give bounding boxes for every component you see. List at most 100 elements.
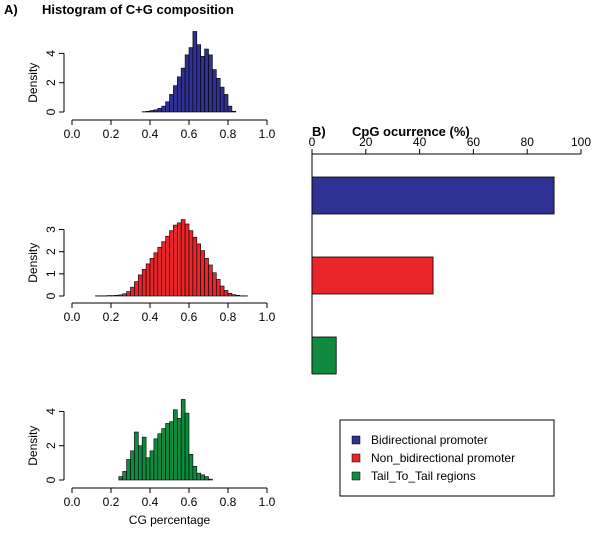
y-tick-label: 3 <box>44 226 58 233</box>
y-axis-label: Density <box>26 426 40 466</box>
legend-swatch <box>352 472 360 480</box>
histogram-bar <box>173 86 177 112</box>
histogram-bar <box>181 399 185 480</box>
histogram-bar <box>170 231 174 296</box>
histogram-tail-to-tail: 0.0 0.2 0.4 0.6 0.8 1.0 0 2 4 Density CG percentag… <box>26 399 276 527</box>
histogram-bar <box>142 269 146 296</box>
x-tick-label: 80 <box>521 135 535 149</box>
cpg-bar <box>312 337 336 374</box>
y-tick-label: 0 <box>44 292 58 299</box>
histogram-bar <box>166 102 170 112</box>
y-tick-label: 4 <box>44 50 58 57</box>
histogram-bar <box>119 295 123 296</box>
histogram-bar <box>170 422 174 480</box>
histogram-bar <box>166 423 170 480</box>
histogram-bar <box>150 258 154 296</box>
x-axis-label: CG percentage <box>129 513 211 527</box>
histogram-bar <box>138 446 142 480</box>
histogram-bar <box>232 111 236 112</box>
histogram-bar <box>185 413 189 480</box>
histogram-bar <box>162 106 166 112</box>
y-axis-label: Density <box>26 243 40 283</box>
x-tick-label: 100 <box>571 135 591 149</box>
cpg-bar <box>312 257 433 294</box>
histogram-bar <box>127 459 131 480</box>
y-tick-label: 2 <box>44 442 58 449</box>
y-tick-label: 0 <box>44 108 58 115</box>
histogram-bar <box>205 258 209 296</box>
x-tick-label: 1.0 <box>259 495 276 509</box>
histogram-bar <box>146 111 150 112</box>
histogram-bar <box>173 410 177 480</box>
histogram-bar <box>216 78 220 112</box>
panel-a-label: A) <box>4 2 18 17</box>
histogram-bar <box>201 56 205 112</box>
histogram-bar <box>162 242 166 296</box>
histogram-bar <box>220 286 224 296</box>
histogram-bar <box>236 295 240 296</box>
y-tick-label: 4 <box>44 408 58 415</box>
x-tick-label: 0.4 <box>142 495 159 509</box>
x-tick-label: 0.0 <box>64 127 81 141</box>
histogram-bar <box>228 106 232 112</box>
histogram-bar <box>201 475 205 480</box>
histogram-bar <box>232 295 236 296</box>
histogram-bar <box>146 264 150 296</box>
x-tick-label: 0.6 <box>181 495 198 509</box>
histogram-bar <box>150 451 154 480</box>
histogram-bar <box>131 287 135 296</box>
x-tick-label: 0.4 <box>142 310 159 324</box>
histogram-bar <box>127 292 131 296</box>
x-tick-label: 0.2 <box>103 310 120 324</box>
y-tick-label: 0 <box>44 476 58 483</box>
x-tick-label: 0.2 <box>103 495 120 509</box>
histogram-bar <box>209 55 213 112</box>
histogram-bar <box>193 31 197 112</box>
cpg-bar <box>312 177 554 214</box>
legend-swatch <box>352 436 360 444</box>
histogram-bar <box>193 466 197 480</box>
histogram-bar <box>205 49 209 112</box>
histogram-bar <box>181 220 185 296</box>
histogram-bar <box>134 432 138 480</box>
histogram-bar <box>220 87 224 112</box>
histogram-bar <box>189 454 193 480</box>
histogram-bar <box>150 111 154 112</box>
histogram-bar <box>166 236 170 296</box>
x-tick-label: 20 <box>359 135 373 149</box>
x-tick-label: 1.0 <box>259 310 276 324</box>
histogram-bar <box>142 437 146 480</box>
histogram-bar <box>123 294 127 296</box>
histogram-bar <box>115 295 119 296</box>
histogram-bar <box>209 265 213 296</box>
histogram-bar <box>205 477 209 480</box>
histogram-bar <box>146 458 150 480</box>
x-tick-label: 0.6 <box>181 310 198 324</box>
histogram-non-bidirectional: 0.0 0.2 0.4 0.6 0.8 1.0 0 1 2 3 Density <box>26 220 276 324</box>
histogram-bar <box>131 451 135 480</box>
x-tick-label: 0.8 <box>220 495 237 509</box>
histogram-bar <box>212 273 216 296</box>
histogram-bar <box>158 434 162 480</box>
x-tick-label: 0.8 <box>220 310 237 324</box>
x-tick-label: 0.0 <box>64 310 81 324</box>
histogram-bar <box>173 225 177 296</box>
x-tick-label: 60 <box>467 135 481 149</box>
legend-label: Bidirectional promoter <box>371 433 488 447</box>
histogram-bar <box>154 253 158 296</box>
histogram-bar <box>170 94 174 112</box>
histogram-bar <box>228 293 232 296</box>
histogram-bar <box>181 68 185 112</box>
x-tick-label: 1.0 <box>259 127 276 141</box>
histogram-bar <box>177 223 181 296</box>
histogram-bar <box>201 251 205 296</box>
histogram-bar <box>197 473 201 480</box>
y-tick-label: 1 <box>44 270 58 277</box>
histogram-bar <box>119 477 123 480</box>
y-tick-label: 2 <box>44 248 58 255</box>
x-tick-label: 0.0 <box>64 495 81 509</box>
legend-swatch <box>352 454 360 462</box>
y-tick-label: 2 <box>44 79 58 86</box>
